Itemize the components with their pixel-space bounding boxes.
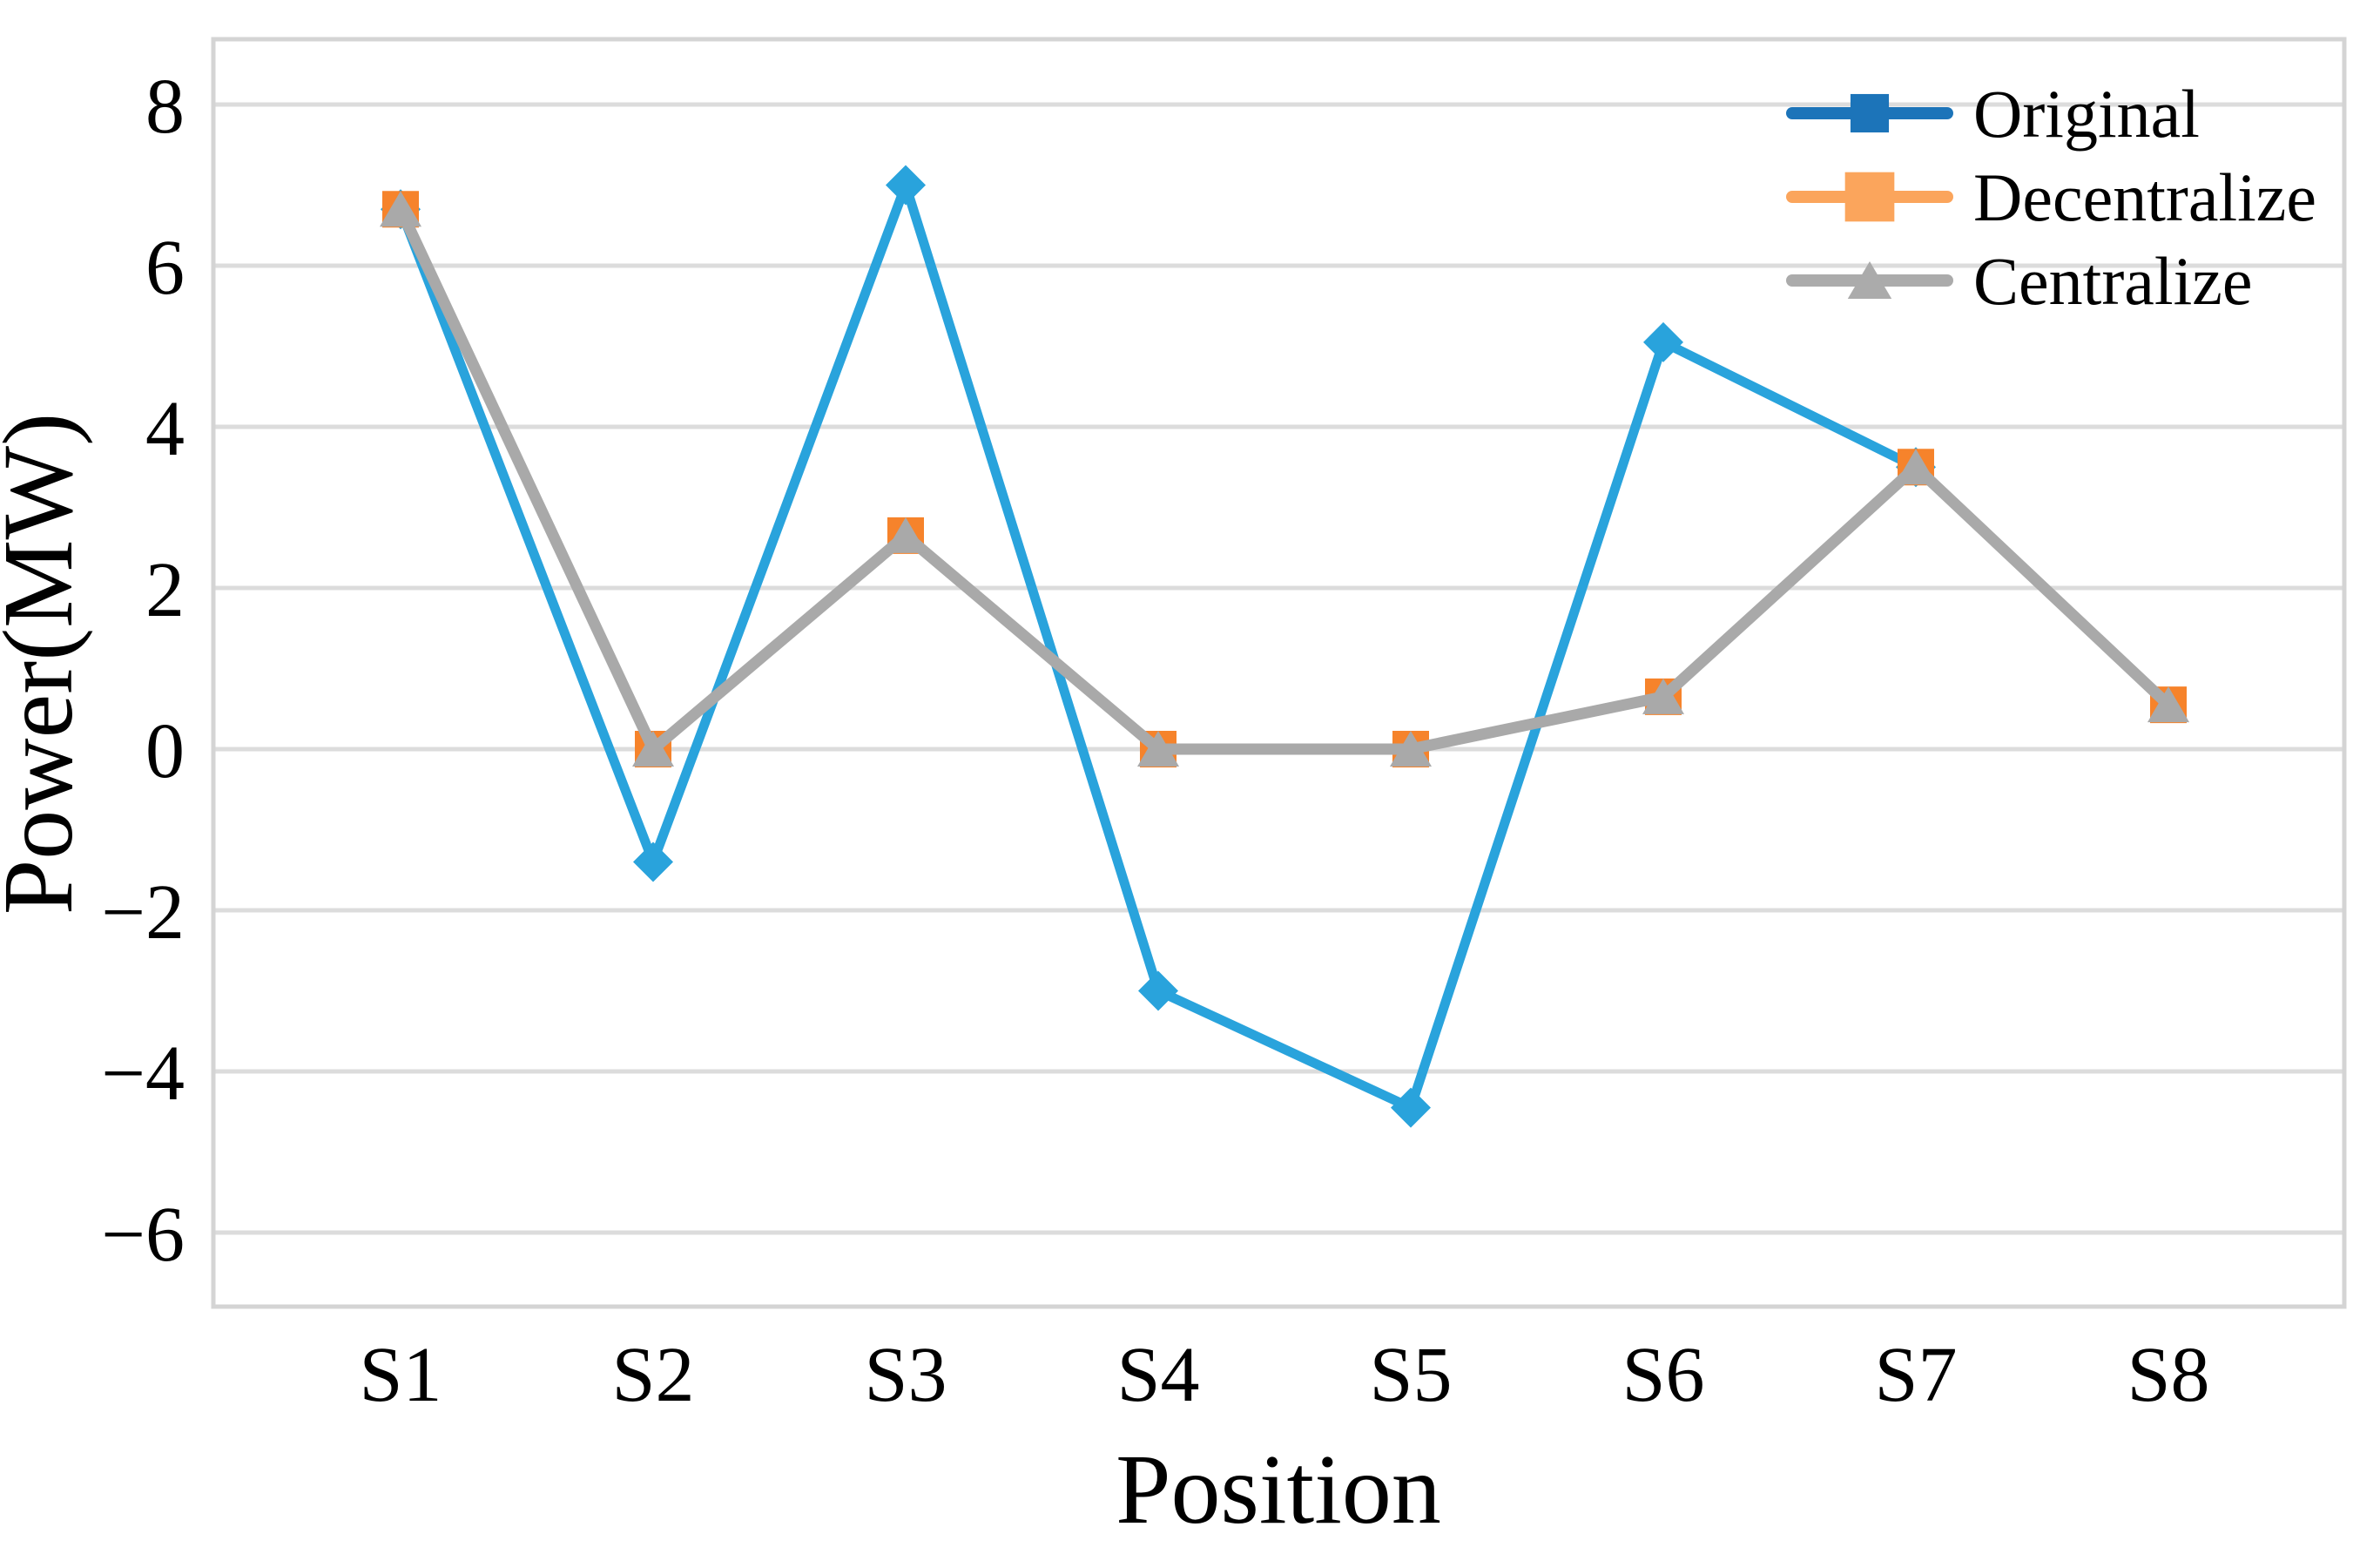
series-layer bbox=[380, 165, 2189, 1128]
x-axis-title: Position bbox=[1116, 1434, 1441, 1544]
series-line-centralize bbox=[395, 206, 2173, 759]
series-line-original bbox=[395, 170, 1918, 1115]
y-tick-label: 8 bbox=[145, 64, 185, 150]
x-tick-label: S2 bbox=[611, 1332, 694, 1418]
diamond-marker bbox=[1643, 321, 1683, 362]
x-tick-label: S1 bbox=[359, 1332, 442, 1418]
x-tick-label: S3 bbox=[864, 1332, 947, 1418]
y-axis-title: Power(MW) bbox=[0, 413, 93, 915]
x-tick-label: S7 bbox=[1874, 1332, 1957, 1418]
y-tick-label: 2 bbox=[145, 547, 185, 633]
y-tick-label: −6 bbox=[101, 1192, 185, 1278]
y-tick-label: 4 bbox=[145, 386, 185, 472]
legend-item-decentralize: Decentralize bbox=[1786, 159, 2316, 235]
x-tick-label: S5 bbox=[1369, 1332, 1452, 1418]
plot-frame bbox=[211, 37, 2347, 1309]
legend-label: Decentralize bbox=[1973, 159, 2316, 235]
triangle-marker bbox=[1642, 678, 1684, 714]
series-centralize bbox=[380, 191, 2189, 767]
series-original bbox=[381, 165, 1936, 1128]
x-tick-label: S4 bbox=[1116, 1332, 1199, 1418]
x-tick-label: S6 bbox=[1622, 1332, 1704, 1418]
diamond-marker bbox=[1391, 1087, 1431, 1128]
x-tick-label: S8 bbox=[2127, 1332, 2209, 1418]
square-marker bbox=[1850, 93, 1890, 133]
axis-layer: Power(MW) Position 8 6 4 2 0 −2 −4 −6 S1 S2 S3 S4 S5… bbox=[0, 64, 2210, 1544]
triangle-marker bbox=[885, 517, 927, 553]
legend-item-centralize: Centralize bbox=[1786, 243, 2253, 319]
triangle-marker bbox=[1390, 731, 1432, 767]
y-tick-label: 0 bbox=[145, 708, 185, 794]
y-tick-label: −2 bbox=[101, 869, 185, 956]
y-tick-label: −4 bbox=[101, 1030, 185, 1117]
plot-border bbox=[211, 37, 2347, 1309]
triangle-marker bbox=[1895, 449, 1937, 485]
diamond-marker bbox=[886, 165, 926, 206]
triangle-marker bbox=[1847, 260, 1892, 300]
legend-item-original: Original bbox=[1786, 76, 2200, 152]
legend-label: Original bbox=[1973, 76, 2200, 152]
diamond-marker bbox=[1138, 970, 1178, 1011]
triangle-marker bbox=[2147, 686, 2189, 723]
diamond-marker bbox=[633, 841, 673, 882]
legend-label: Centralize bbox=[1973, 243, 2253, 319]
triangle-marker bbox=[1137, 731, 1179, 767]
square-marker bbox=[1844, 172, 1895, 222]
triangle-marker bbox=[632, 731, 674, 767]
y-tick-label: 6 bbox=[145, 225, 185, 311]
triangle-marker bbox=[380, 191, 421, 227]
